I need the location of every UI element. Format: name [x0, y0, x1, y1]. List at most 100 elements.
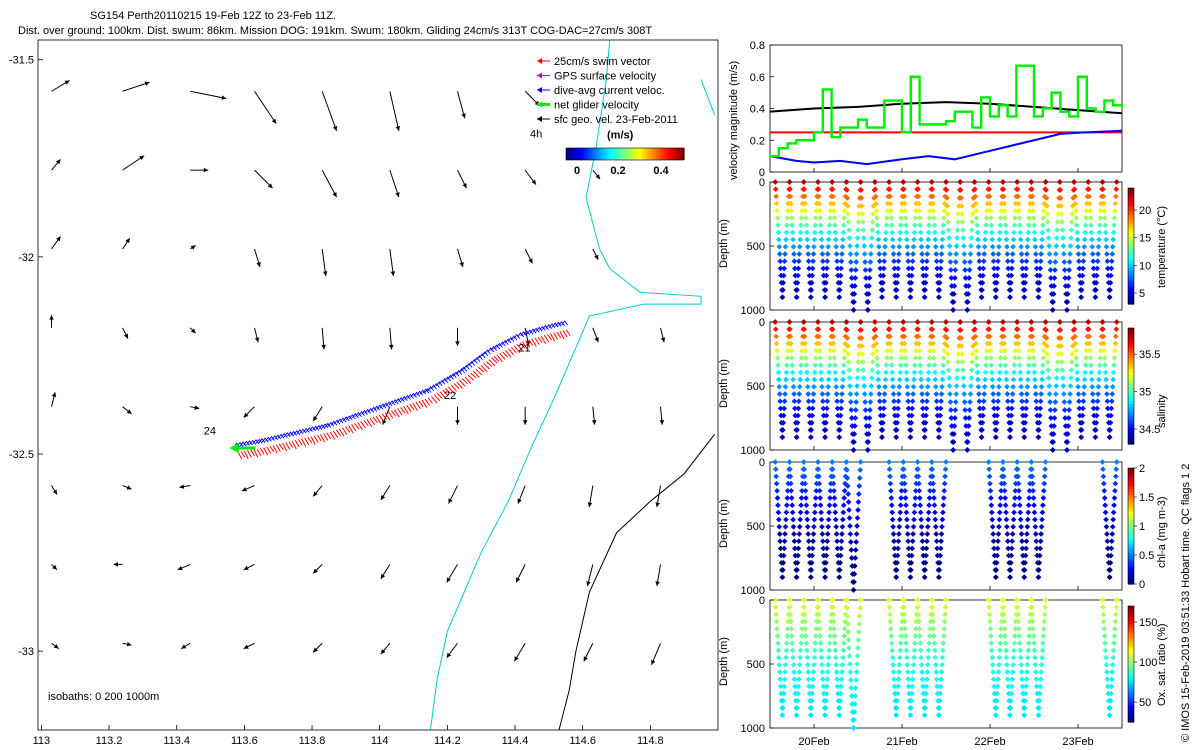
net-velocity-arrowhead — [229, 443, 239, 454]
salinity-section-point — [788, 347, 795, 354]
temperature-section-point — [910, 243, 917, 250]
chlorophyll-section-point — [844, 483, 851, 489]
temperature-section-point — [787, 186, 793, 193]
salinity-section-point — [832, 376, 839, 383]
temperature-section-point — [1082, 222, 1089, 229]
oxygen-section-point — [940, 633, 947, 639]
chlorophyll-section-point — [780, 552, 787, 559]
temperature-section-point — [799, 207, 805, 214]
chlorophyll-section-point — [851, 571, 858, 577]
chlorophyll-section-point — [848, 547, 855, 553]
chlorophyll-section-point — [832, 516, 839, 523]
chlorophyll-section-colorbar-cell — [1128, 485, 1134, 489]
temperature-section-point — [1068, 227, 1075, 233]
salinity-section-point — [980, 405, 987, 412]
chlorophyll-section-point — [833, 531, 840, 537]
chlorophyll-section-point — [1009, 531, 1016, 537]
oxygen-section-point — [834, 676, 840, 683]
chlorophyll-section-point — [1017, 509, 1024, 516]
oxygen-section-point — [817, 633, 824, 639]
temperature-section-point — [939, 236, 946, 243]
temperature-section-point — [865, 291, 872, 297]
salinity-section-point — [932, 369, 938, 376]
temperature-section-colorbar-cell — [1128, 254, 1134, 259]
temperature-section-point — [786, 179, 793, 185]
temperature-section-point — [930, 207, 937, 214]
swim-vector — [537, 336, 543, 344]
salinity-section-point — [969, 351, 976, 357]
temperature-section-point — [987, 200, 993, 207]
chlorophyll-section-point — [917, 509, 924, 516]
temperature-section-point — [1010, 243, 1016, 250]
swim-vector — [453, 383, 460, 389]
salinity-section-point — [986, 333, 993, 340]
salinity-section-point — [1025, 362, 1032, 369]
swim-vector — [285, 442, 291, 450]
oxygen-section-point — [1029, 618, 1036, 625]
temperature-section-point — [831, 207, 837, 214]
oxygen-section-colorbar-cell — [1128, 698, 1134, 703]
oxygen-section-point — [888, 625, 894, 632]
temperature-section-point — [996, 243, 1002, 250]
chlorophyll-section-point — [772, 466, 779, 473]
temperature-section-point — [1060, 235, 1066, 241]
legend-colorbar-cell — [654, 148, 658, 160]
oxygen-section-point — [1110, 647, 1117, 654]
salinity-section-point — [1072, 347, 1079, 354]
swim-vector — [360, 421, 366, 429]
temperature-section-point — [989, 236, 996, 243]
temperature-section-point — [1072, 207, 1079, 214]
salinity-section-point — [859, 343, 865, 349]
temperature-section-point — [941, 207, 948, 214]
temperature-section-point — [1111, 215, 1118, 221]
temperature-section-point — [1055, 211, 1061, 217]
velocity-series-net-glider — [770, 64, 1124, 158]
temperature-section-point — [902, 215, 909, 221]
chlorophyll-section-point — [1039, 516, 1045, 523]
oxygen-section-point — [1032, 654, 1038, 661]
current-arrow-head — [594, 254, 599, 260]
oxygen-section-point — [890, 661, 896, 668]
chlorophyll-section-point — [1010, 523, 1016, 530]
salinity-section-point — [844, 327, 850, 333]
chlorophyll-section-point — [788, 495, 795, 501]
chlorophyll-section-point — [789, 509, 796, 516]
oxygen-section-point — [908, 690, 915, 697]
salinity-section-point — [857, 319, 864, 325]
temperature-section-point — [893, 287, 900, 293]
salinity-section-point — [1066, 407, 1072, 413]
chlorophyll-section-point — [776, 523, 783, 530]
swim-vector — [556, 331, 562, 339]
current-arrow-head — [446, 577, 451, 583]
oxygen-section-point — [794, 705, 800, 711]
salinity-section-point — [1060, 383, 1067, 389]
temperature-section-point — [1096, 222, 1103, 229]
chlorophyll-section-point — [796, 523, 803, 530]
oxygen-section-point — [943, 597, 949, 603]
salinity-section-colorbar-tick-label: 35 — [1139, 387, 1151, 399]
chlorophyll-section-point — [1001, 480, 1008, 487]
oxygen-section-point — [1014, 604, 1021, 611]
salinity-section-point — [915, 326, 921, 333]
swim-vector — [397, 408, 403, 416]
salinity-section-point — [823, 419, 829, 426]
oxygen-section-point — [844, 605, 850, 611]
salinity-section-colorbar-cell — [1128, 333, 1134, 338]
chlorophyll-section-point — [818, 509, 824, 516]
current-arrow-shaft — [122, 81, 150, 92]
salinity-section-point — [971, 319, 978, 325]
chlorophyll-section-point — [791, 538, 798, 545]
salinity-section-point — [983, 355, 990, 361]
salinity-section-point — [789, 362, 796, 369]
temperature-section-colorbar-cell — [1128, 257, 1134, 262]
temperature-section-point — [1014, 179, 1020, 185]
legend-colorbar-cell — [670, 148, 673, 160]
current-arrow — [524, 248, 533, 264]
temperature-section-point — [904, 236, 910, 243]
chlorophyll-section-point — [888, 502, 895, 509]
temperature-section-point — [1033, 258, 1040, 265]
chlorophyll-section-colorbar-cell — [1128, 540, 1134, 544]
salinity-section-point — [886, 319, 892, 325]
temperature-section-point — [901, 193, 908, 200]
temperature-section-point — [1087, 215, 1094, 221]
